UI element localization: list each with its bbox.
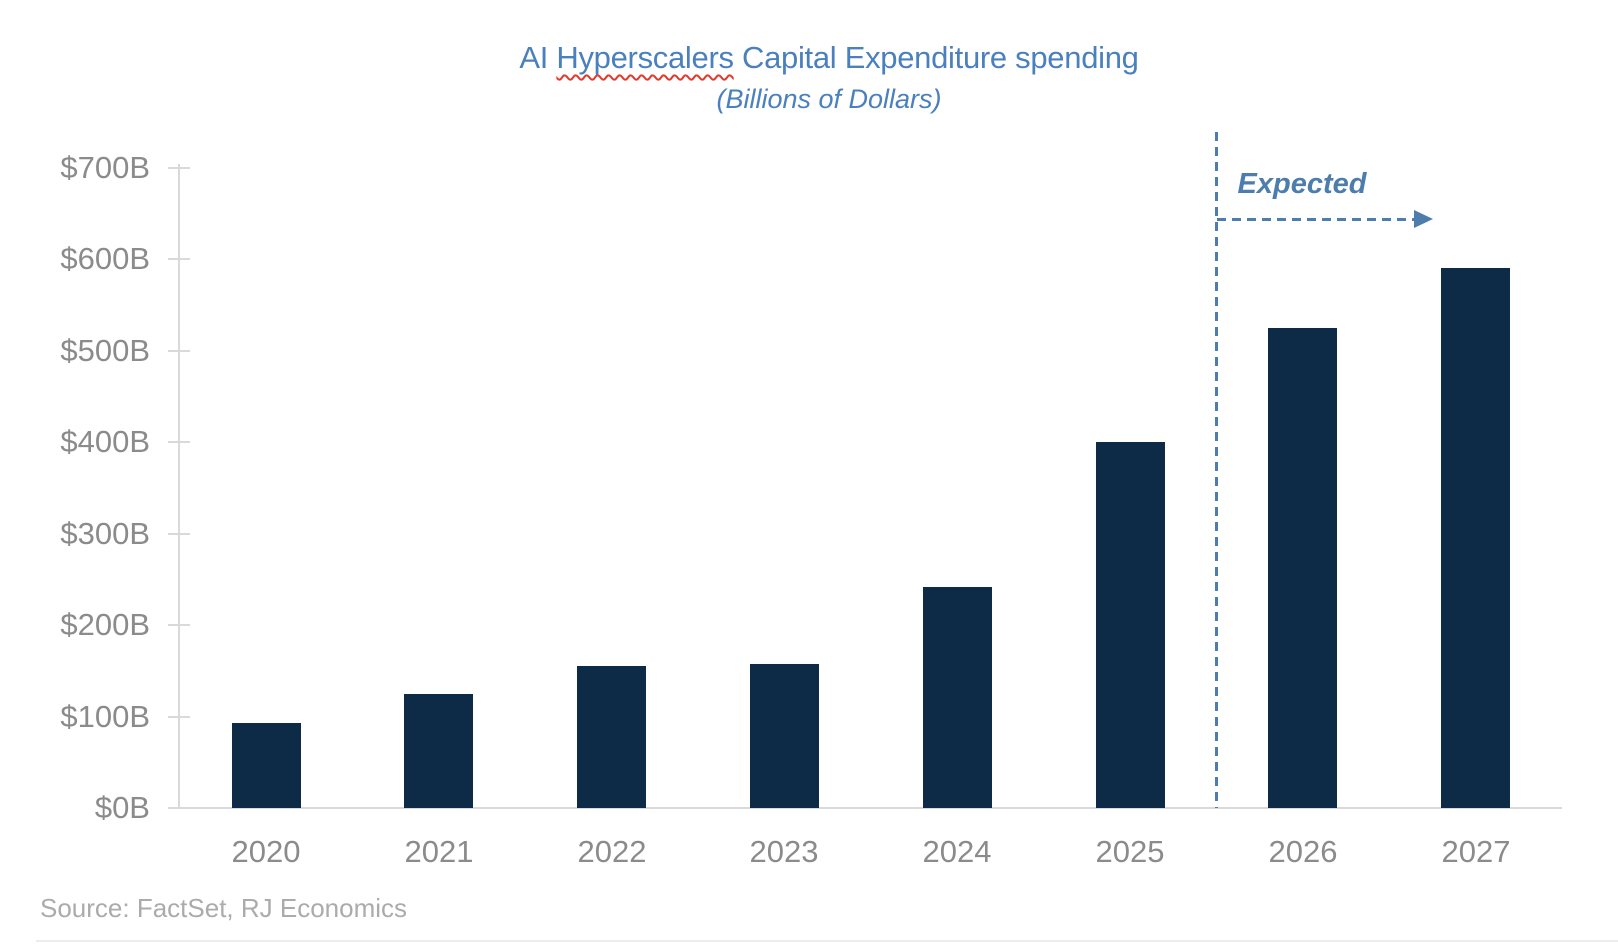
- bottom-divider-line: [36, 940, 1618, 942]
- bar-2025: [1096, 442, 1165, 808]
- expected-annotation-label: Expected: [1237, 168, 1367, 200]
- bar-2022: [577, 666, 646, 808]
- y-axis-label-400: $400B: [60, 424, 150, 459]
- chart-title-suffix: Capital Expenditure spending: [733, 40, 1139, 75]
- expected-arrow-head-icon: [1414, 210, 1433, 228]
- y-axis-tick-0: [168, 807, 190, 809]
- chart-title-misspelled-word: Hyperscalers: [556, 40, 734, 75]
- y-axis-label-200: $200B: [60, 607, 150, 642]
- x-axis-label-2021: 2021: [404, 834, 474, 869]
- chart-title: AI Hyperscalers Capital Expenditure spen…: [40, 38, 1618, 78]
- y-axis-label-600: $600B: [60, 241, 150, 276]
- source-attribution: Source: FactSet, RJ Economics: [40, 893, 408, 923]
- chart-title-prefix: AI: [519, 40, 557, 75]
- expected-arrow-dashed-line: [1217, 218, 1415, 221]
- bar-2024: [923, 587, 992, 808]
- bar-2021: [404, 694, 473, 808]
- x-axis-label-2027: 2027: [1441, 834, 1511, 869]
- y-axis-line: [178, 164, 180, 808]
- x-axis-line: [179, 807, 1562, 809]
- y-axis-label-300: $300B: [60, 515, 150, 551]
- y-axis-tick-700: [168, 166, 190, 169]
- y-axis-label-700: $700B: [60, 149, 150, 185]
- y-axis-tick-100: [168, 715, 190, 718]
- y-axis-tick-200: [168, 624, 190, 626]
- x-axis-label-2023: 2023: [749, 834, 819, 869]
- bar-2027: [1441, 268, 1510, 808]
- bar-2026: [1268, 328, 1337, 808]
- y-axis-label-100: $100B: [60, 698, 150, 734]
- x-axis-label-2026: 2026: [1268, 834, 1338, 869]
- y-axis-tick-300: [168, 532, 190, 535]
- y-axis-tick-400: [168, 441, 190, 443]
- y-axis-label-0: $0B: [94, 790, 150, 825]
- bar-2020: [232, 723, 301, 808]
- x-axis-label-2022: 2022: [577, 834, 647, 869]
- x-axis-label-2024: 2024: [922, 834, 992, 869]
- y-axis-label-500: $500B: [60, 332, 150, 368]
- x-axis-label-2020: 2020: [231, 834, 301, 869]
- forecast-divider-dashed-line: [1215, 132, 1218, 808]
- chart-subtitle: (Billions of Dollars): [716, 84, 942, 114]
- x-axis-label-2025: 2025: [1095, 834, 1165, 869]
- bar-2023: [750, 664, 819, 808]
- y-axis-tick-500: [168, 349, 190, 352]
- y-axis-tick-600: [168, 258, 190, 260]
